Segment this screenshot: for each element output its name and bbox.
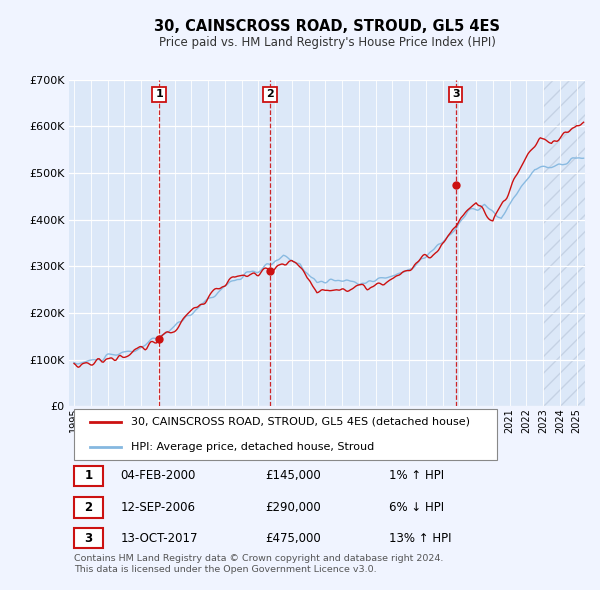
FancyBboxPatch shape [74, 497, 103, 517]
Text: HPI: Average price, detached house, Stroud: HPI: Average price, detached house, Stro… [131, 442, 374, 453]
Text: Price paid vs. HM Land Registry's House Price Index (HPI): Price paid vs. HM Land Registry's House … [158, 36, 496, 49]
Text: 3: 3 [452, 89, 460, 99]
Text: 2: 2 [266, 89, 274, 99]
Text: £145,000: £145,000 [265, 470, 321, 483]
Text: 3: 3 [84, 532, 92, 545]
Text: £475,000: £475,000 [265, 532, 321, 545]
Text: Contains HM Land Registry data © Crown copyright and database right 2024.
This d: Contains HM Land Registry data © Crown c… [74, 553, 443, 575]
Text: 2: 2 [84, 501, 92, 514]
Text: £290,000: £290,000 [265, 501, 321, 514]
Bar [543, 80, 585, 407]
Text: 6% ↓ HPI: 6% ↓ HPI [389, 501, 444, 514]
Text: 30, CAINSCROSS ROAD, STROUD, GL5 4ES (detached house): 30, CAINSCROSS ROAD, STROUD, GL5 4ES (de… [131, 417, 470, 427]
FancyBboxPatch shape [74, 409, 497, 460]
Text: 13% ↑ HPI: 13% ↑ HPI [389, 532, 451, 545]
Text: 1: 1 [155, 89, 163, 99]
Text: 13-OCT-2017: 13-OCT-2017 [121, 532, 198, 545]
FancyBboxPatch shape [74, 466, 103, 486]
Text: 12-SEP-2006: 12-SEP-2006 [121, 501, 196, 514]
Text: 1% ↑ HPI: 1% ↑ HPI [389, 470, 444, 483]
Text: 1: 1 [84, 470, 92, 483]
Text: 30, CAINSCROSS ROAD, STROUD, GL5 4ES: 30, CAINSCROSS ROAD, STROUD, GL5 4ES [154, 19, 500, 34]
Text: 04-FEB-2000: 04-FEB-2000 [121, 470, 196, 483]
FancyBboxPatch shape [74, 528, 103, 548]
